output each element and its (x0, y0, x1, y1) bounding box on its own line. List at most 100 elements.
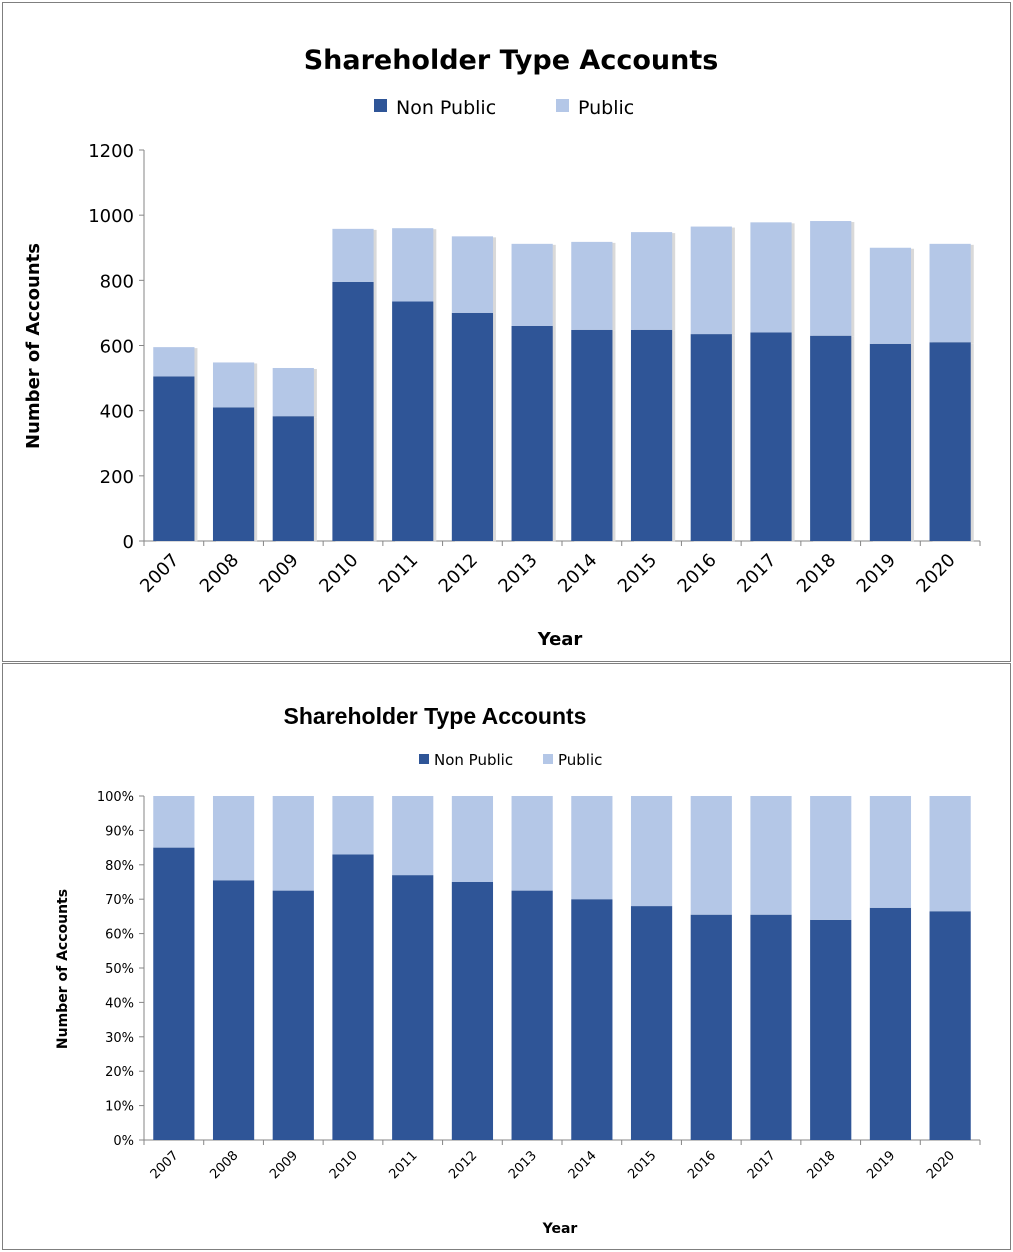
x-tick-label: 2016 (674, 550, 721, 597)
bar-public-2018 (810, 221, 852, 336)
bar-non-public-2007 (153, 847, 195, 1140)
bar-public-2019 (869, 796, 912, 908)
bar-public-2009 (272, 796, 314, 891)
legend-label-non-public: Non Public (434, 751, 513, 769)
y-tick-label: 10% (105, 1100, 134, 1115)
x-tick-label: 2015 (625, 1148, 659, 1182)
y-tick-label: 70% (105, 893, 134, 908)
bar-public-2017 (750, 796, 792, 915)
x-tick-label: 2017 (733, 550, 780, 597)
x-tick-label: 2018 (793, 550, 840, 597)
y-tick-label: 0 (123, 532, 134, 553)
bar-public-2008 (212, 362, 255, 408)
y-tick-label: 90% (105, 824, 134, 839)
x-tick-label: 2014 (566, 1148, 600, 1182)
legend: Non Public Public (374, 97, 634, 119)
y-tick-label: 0% (113, 1134, 134, 1149)
y-axis-label: Number of Accounts (55, 889, 71, 1049)
x-tick-label: 2008 (207, 1148, 241, 1182)
x-tick-label: 2008 (196, 550, 243, 597)
legend-label-public: Public (558, 751, 602, 769)
bar-non-public-2019 (869, 343, 912, 541)
legend-label-public: Public (578, 97, 634, 119)
x-tick-label: 2013 (506, 1148, 540, 1182)
bar-public-2014 (571, 796, 613, 900)
bar-non-public-2009 (272, 890, 314, 1140)
y-tick-label: 800 (100, 271, 134, 292)
x-tick-label: 2016 (685, 1148, 719, 1182)
legend-swatch-non-public (419, 754, 429, 764)
y-tick-label: 50% (105, 962, 134, 977)
bar-public-2019 (869, 247, 912, 344)
y-axis-label: Number of Accounts (23, 243, 44, 449)
bar-public-2013 (511, 243, 553, 326)
bar-public-2011 (392, 796, 434, 876)
x-tick-label: 2017 (745, 1148, 779, 1182)
bar-public-2020 (929, 243, 971, 343)
bar-non-public-2010 (332, 281, 374, 541)
bar-public-2016 (690, 226, 732, 335)
y-tick-label: 80% (105, 859, 134, 874)
bar-non-public-2008 (212, 880, 255, 1140)
bar-public-2009 (272, 367, 314, 417)
bar-non-public-2017 (750, 332, 792, 541)
bar-non-public-2009 (272, 416, 314, 541)
y-tick-label: 1200 (88, 141, 134, 162)
x-axis-label: Year (537, 629, 583, 650)
chart-title: Shareholder Type Accounts (304, 45, 719, 76)
bar-public-2015 (630, 796, 673, 907)
bar-public-2007 (153, 796, 195, 848)
bar-non-public-2011 (392, 301, 434, 541)
legend-swatch-public (556, 99, 569, 112)
bar-non-public-2015 (630, 906, 673, 1140)
bar-public-2017 (750, 222, 792, 333)
y-tick-label: 1000 (88, 206, 134, 227)
chart-panel-counts: Shareholder Type Accounts Non Public Pub… (2, 2, 1011, 662)
y-tick-label: 20% (105, 1065, 134, 1080)
bar-non-public-2017 (750, 914, 792, 1140)
x-tick-label: 2007 (148, 1148, 182, 1182)
y-tick-label: 600 (100, 337, 134, 358)
bar-non-public-2018 (810, 919, 852, 1140)
legend: Non Public Public (419, 751, 602, 769)
bar-public-2011 (392, 228, 434, 302)
x-tick-label: 2012 (435, 550, 482, 597)
legend-swatch-non-public (374, 99, 387, 112)
bar-public-2013 (511, 796, 553, 891)
x-tick-label: 2010 (315, 550, 362, 597)
x-tick-label: 2011 (375, 550, 422, 597)
bar-non-public-2007 (153, 376, 195, 541)
x-axis-label: Year (542, 1221, 578, 1237)
x-tick-label: 2014 (554, 550, 601, 597)
y-tick-label: 60% (105, 928, 134, 943)
bar-non-public-2012 (451, 882, 494, 1140)
bar-non-public-2019 (869, 907, 912, 1140)
x-tick-label: 2010 (327, 1148, 361, 1182)
y-tick-label: 30% (105, 1031, 134, 1046)
bar-public-2010 (332, 228, 374, 282)
bar-non-public-2010 (332, 854, 374, 1140)
bar-public-2015 (630, 232, 673, 330)
x-tick-label: 2019 (864, 1148, 898, 1182)
x-tick-label: 2020 (912, 550, 959, 597)
y-tick-label: 400 (100, 402, 134, 423)
legend-label-non-public: Non Public (396, 97, 496, 119)
x-tick-label: 2011 (387, 1148, 421, 1182)
bar-public-2010 (332, 796, 374, 855)
plot-area: 0 200 400 600 800 1000 1200 2007 2008 2009 2010 201… (88, 141, 981, 597)
bar-public-2012 (451, 236, 494, 313)
x-tick-label: 2020 (924, 1148, 958, 1182)
x-tick-label: 2009 (267, 1148, 301, 1182)
bar-public-2008 (212, 796, 255, 881)
bar-non-public-2011 (392, 875, 434, 1140)
chart-panel-percent: Shareholder Type Accounts Non Public Pub… (2, 663, 1011, 1250)
chart-title: Shareholder Type Accounts (284, 703, 587, 729)
bar-public-2018 (810, 796, 852, 920)
bar-public-2007 (153, 347, 195, 377)
chart-counts-svg: Shareholder Type Accounts Non Public Pub… (23, 45, 981, 650)
bar-non-public-2018 (810, 335, 852, 541)
bar-public-2020 (929, 796, 971, 912)
x-tick-label: 2012 (446, 1148, 480, 1182)
legend-swatch-public (543, 754, 553, 764)
y-tick-label: 100% (97, 790, 134, 805)
